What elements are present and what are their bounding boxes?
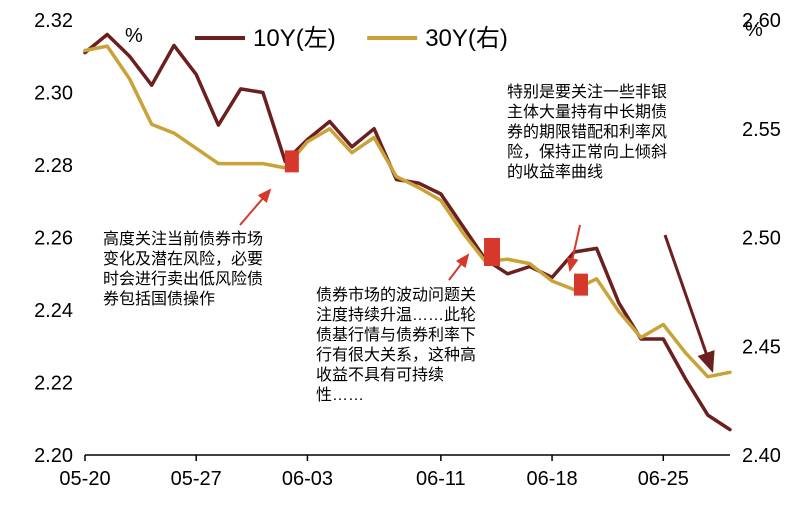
annotation-2: 债券市场的波动问题关注度持续升温……此轮债基行情与债券利率下行有很大关系，这种高…: [316, 286, 486, 406]
arrow-2: [570, 225, 580, 270]
event-marker: [285, 150, 299, 172]
left-axis-tick-label: 2.24: [34, 300, 73, 322]
x-axis-tick-label: 06-11: [416, 468, 466, 490]
annotation-1: 高度关注当前债券市场变化及潜在风险，必要时会进行卖出低风险债券包括国债操作: [103, 230, 273, 310]
left-axis-tick-label: 2.22: [34, 373, 73, 395]
left-axis-tick-label: 2.30: [34, 83, 73, 105]
right-unit-label: %: [745, 19, 763, 41]
left-axis-tick-label: 2.20: [34, 445, 73, 467]
x-axis-tick-label: 06-03: [282, 468, 333, 490]
left-axis-tick-label: 2.26: [34, 228, 73, 250]
chart-container: 2.20 2.22 2.24 2.26 2.28 2.30 2.32 2.40 2.45 2.50…: [0, 0, 793, 505]
right-axis-tick-label: 2.55: [742, 119, 781, 141]
arrow-1: [449, 255, 468, 280]
x-axis-tick-label: 05-20: [59, 468, 110, 490]
left-unit-label: %: [125, 25, 143, 47]
x-axis-tick-label: 05-27: [171, 468, 222, 490]
left-axis-tick-label: 2.28: [34, 155, 73, 177]
annotation-3: 特别是要关注一些非银主体大量持有中长期债券的期限错配和利率风险，保持正常向上倾斜…: [507, 83, 677, 183]
legend-label: 10Y(左): [253, 25, 336, 52]
right-axis-tick-label: 2.45: [742, 336, 781, 358]
x-axis-tick-label: 06-18: [526, 468, 577, 490]
event-marker: [484, 238, 500, 266]
right-axis-tick-label: 2.50: [742, 228, 781, 250]
left-axis-tick-label: 2.32: [34, 10, 73, 32]
right-axis-tick-label: 2.40: [742, 445, 781, 467]
x-axis-tick-label: 06-25: [638, 468, 689, 490]
arrow-3: [665, 235, 712, 370]
event-marker: [574, 274, 588, 296]
arrow-0: [240, 190, 270, 225]
legend-label: 30Y(右): [425, 25, 508, 52]
